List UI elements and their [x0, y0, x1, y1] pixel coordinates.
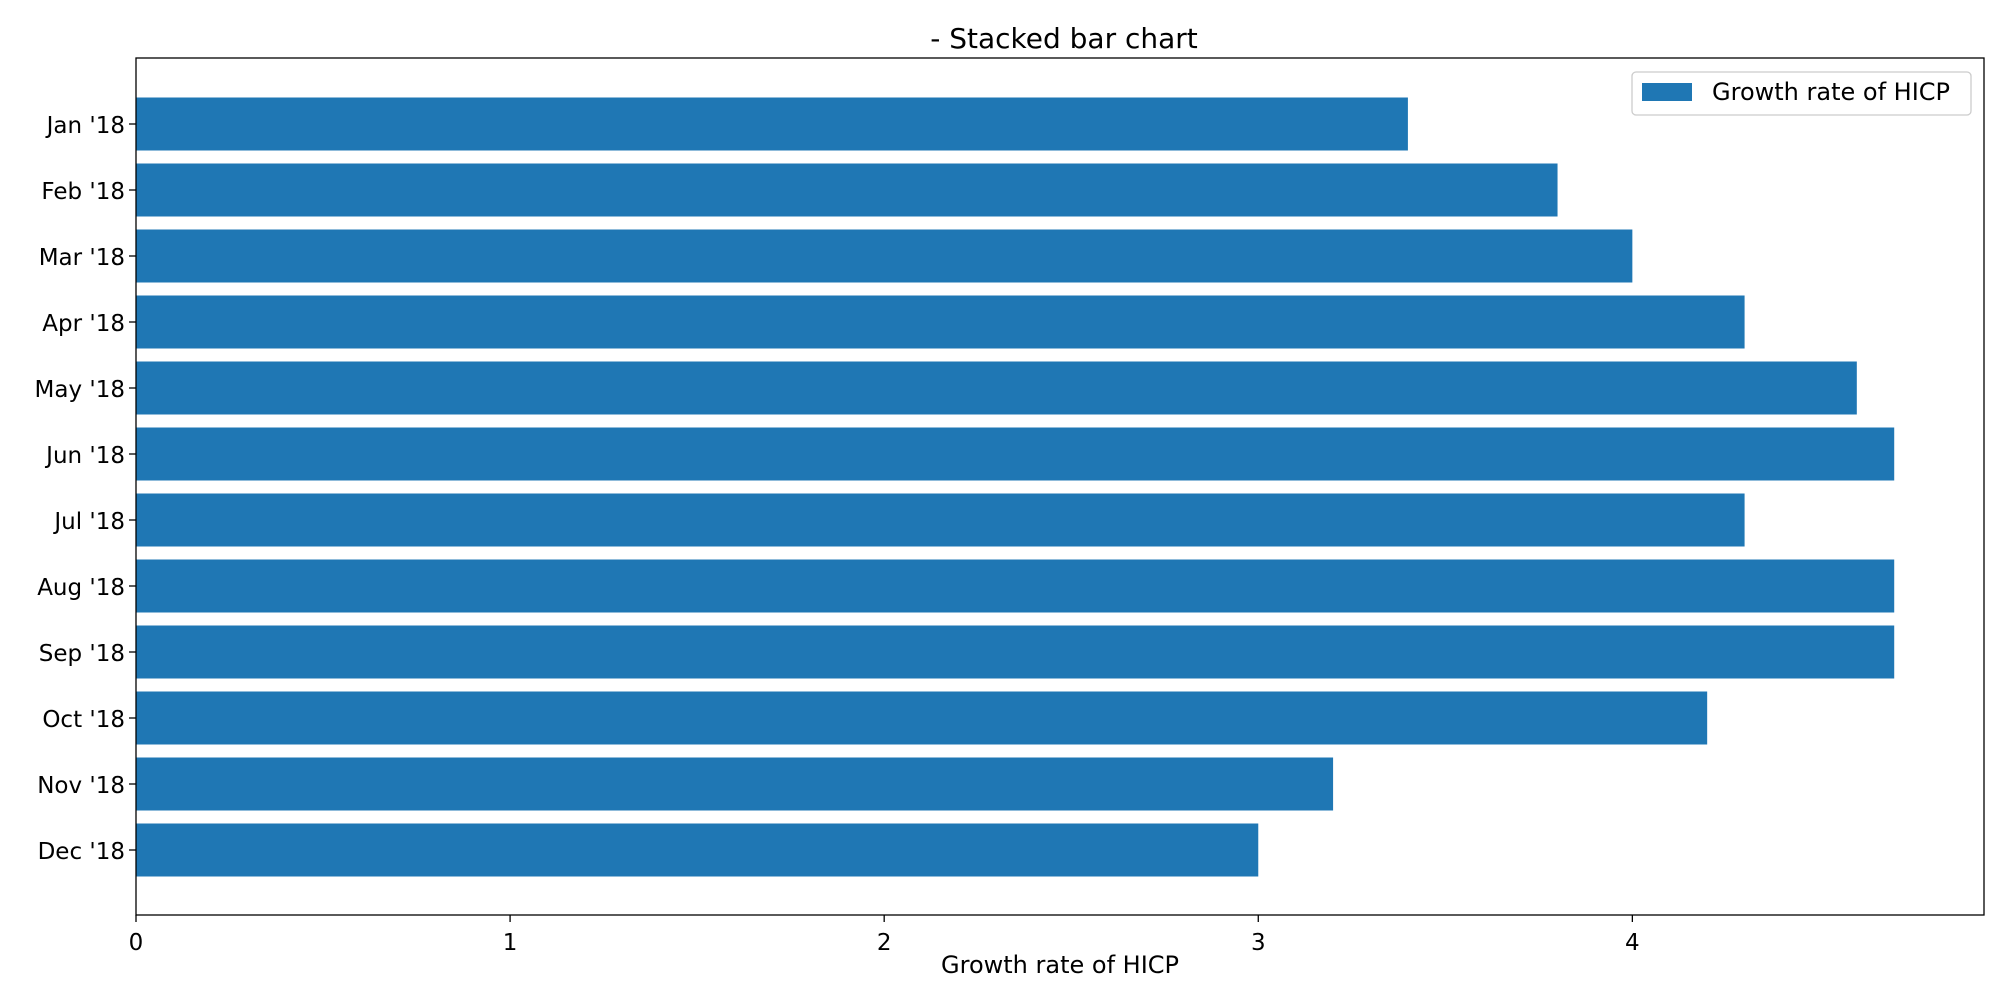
y-tick-label: Sep '18	[39, 641, 125, 667]
y-tick-label: Feb '18	[41, 179, 125, 205]
y-tick-label: Apr '18	[42, 311, 125, 337]
x-axis-label: Growth rate of HICP	[941, 951, 1179, 979]
bar	[136, 559, 1895, 613]
bar	[136, 229, 1633, 283]
x-tick-label: 4	[1625, 930, 1640, 956]
legend-label: Growth rate of HICP	[1712, 78, 1950, 106]
x-tick-label: 1	[503, 930, 518, 956]
y-tick-label: Mar '18	[39, 245, 125, 271]
x-axis: 0 1 2 3 4	[129, 915, 1640, 956]
y-tick-label: Jun '18	[44, 443, 125, 469]
y-axis: Jan '18 Feb '18 Mar '18 Apr '18 May '18 Jun '…	[35, 113, 136, 865]
bar	[136, 625, 1895, 679]
bars-layer	[136, 97, 1895, 877]
y-tick-label: Jan '18	[45, 113, 125, 139]
chart-title: - Stacked bar chart	[930, 22, 1198, 55]
bar	[136, 493, 1745, 547]
y-tick-label: May '18	[35, 377, 125, 403]
bar	[136, 691, 1708, 745]
plot-frame	[135, 57, 1985, 916]
bar	[136, 823, 1259, 877]
y-tick-label: Jul '18	[52, 509, 125, 535]
bar	[136, 427, 1895, 481]
legend: Growth rate of HICP	[1631, 71, 1972, 116]
y-tick-label: Oct '18	[42, 707, 125, 733]
legend-frame	[1631, 71, 1972, 116]
bar	[136, 295, 1745, 349]
x-tick-label: 3	[1251, 930, 1266, 956]
x-tick-label: 0	[129, 930, 144, 956]
legend-swatch	[1642, 83, 1692, 101]
y-tick-label: Dec '18	[38, 839, 125, 865]
y-tick-label: Nov '18	[37, 773, 125, 799]
bar	[136, 757, 1334, 811]
y-tick-label: Aug '18	[37, 575, 125, 601]
bar	[136, 361, 1857, 415]
x-tick-label: 2	[877, 930, 892, 956]
bar	[136, 97, 1408, 151]
bar	[136, 163, 1558, 217]
